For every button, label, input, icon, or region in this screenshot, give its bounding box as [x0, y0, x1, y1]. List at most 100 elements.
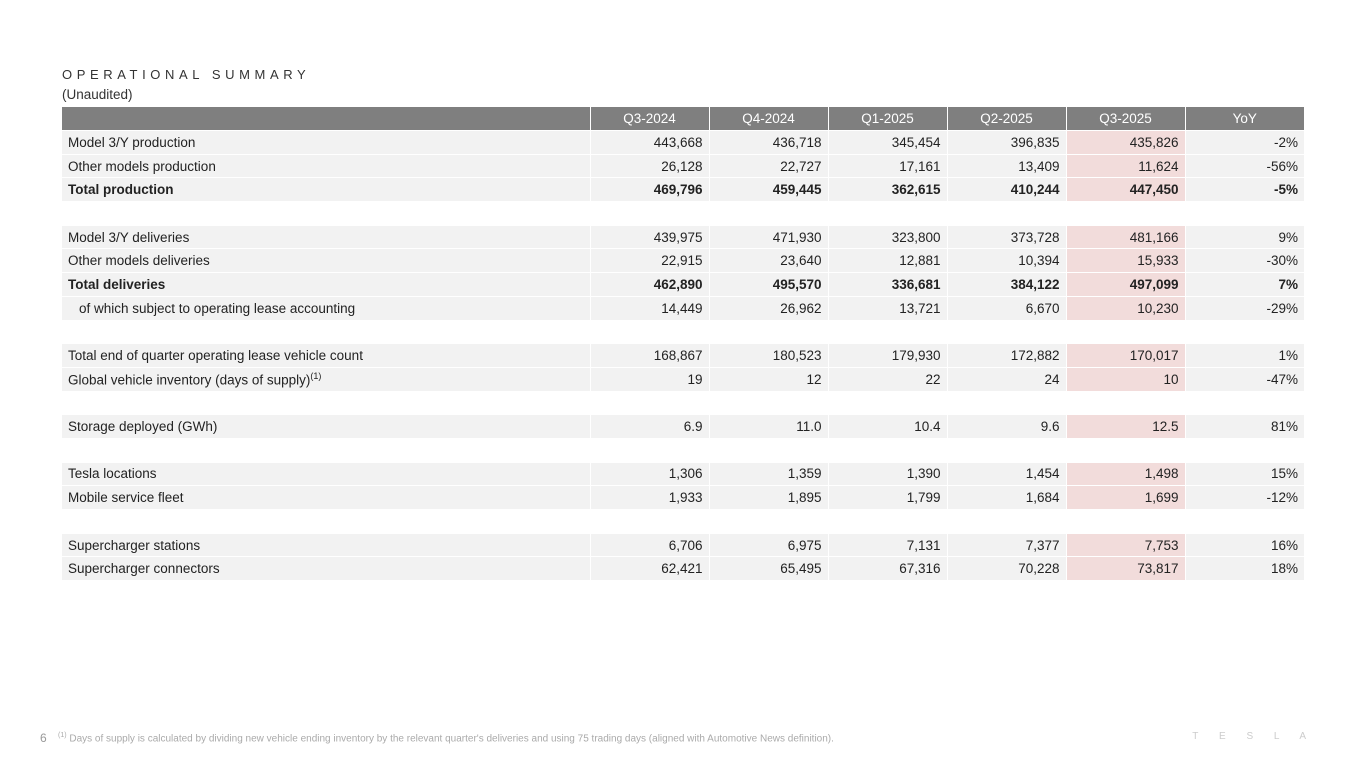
- page-number: 6: [40, 731, 47, 745]
- spacer-row: [62, 437, 1304, 463]
- value-cell: 11.0: [708, 414, 828, 439]
- value-cell: 1,306: [589, 461, 709, 486]
- row-label-text: Mobile service fleet: [68, 490, 184, 506]
- value-cell: -47%: [1184, 366, 1304, 392]
- value-cell: 23,640: [708, 248, 828, 273]
- value-cell: 410,244: [946, 177, 1066, 202]
- value-cell: 22,727: [708, 153, 828, 178]
- table-row: Total end of quarter operating lease veh…: [62, 343, 1304, 368]
- value-cell: 1,933: [589, 485, 709, 510]
- value-cell: 336,681: [827, 272, 947, 297]
- value-cell: 11,624: [1065, 153, 1185, 178]
- value-cell: 15,933: [1065, 248, 1185, 273]
- header-cell-empty: [62, 107, 590, 131]
- page-subtitle: (Unaudited): [62, 87, 133, 102]
- row-label: Storage deployed (GWh): [62, 414, 590, 439]
- tesla-logo: T E S L A: [1192, 731, 1315, 742]
- value-cell: 469,796: [589, 177, 709, 202]
- value-cell: 73,817: [1065, 556, 1185, 581]
- value-cell: 180,523: [708, 343, 828, 368]
- value-cell: 6,670: [946, 295, 1066, 320]
- table-row: Supercharger stations 6,706 6,975 7,131 7,37…: [62, 532, 1304, 557]
- value-cell: 67,316: [827, 556, 947, 581]
- value-cell: 18%: [1184, 556, 1304, 581]
- table-row: Other models production 26,128 22,727 17,16…: [62, 153, 1304, 178]
- value-cell: 481,166: [1065, 224, 1185, 249]
- value-cell: 7%: [1184, 272, 1304, 297]
- value-cell: 1,498: [1065, 461, 1185, 486]
- spacer-row: [62, 201, 1304, 226]
- footnote: (1) Days of supply is calculated by divi…: [58, 732, 834, 744]
- value-cell: -29%: [1184, 295, 1304, 320]
- value-cell: 447,450: [1065, 177, 1185, 202]
- table-row: Total deliveries 462,890 495,570 336,681 384…: [62, 272, 1304, 297]
- value-cell: 10,230: [1065, 295, 1185, 320]
- value-cell: 22,915: [589, 248, 709, 273]
- row-label: Mobile service fleet: [62, 485, 590, 510]
- column-header: Q3-2025: [1065, 107, 1185, 131]
- footnote-mark: (1): [58, 732, 67, 739]
- value-cell: 22: [827, 366, 947, 392]
- row-label: Tesla locations: [62, 461, 590, 486]
- column-header: YoY: [1184, 107, 1304, 131]
- page-title: OPERATIONAL SUMMARY: [62, 67, 311, 82]
- row-label-text: Model 3/Y production: [68, 134, 196, 150]
- table-row: Other models deliveries 22,915 23,640 12,88…: [62, 248, 1304, 273]
- table-row: Supercharger connectors 62,421 65,495 67,31…: [62, 556, 1304, 581]
- value-cell: 13,409: [946, 153, 1066, 178]
- row-label-text: Tesla locations: [68, 466, 157, 482]
- footnote-reference: (1): [310, 370, 322, 381]
- value-cell: 9.6: [946, 414, 1066, 439]
- value-cell: 170,017: [1065, 343, 1185, 368]
- value-cell: 9%: [1184, 224, 1304, 249]
- value-cell: 495,570: [708, 272, 828, 297]
- table-row: Mobile service fleet 1,933 1,895 1,799 1,684…: [62, 485, 1304, 510]
- value-cell: 6.9: [589, 414, 709, 439]
- operational-summary-table: Q3-2024 Q4-2024 Q1-2025 Q2-2025 Q3-2025 YoY M…: [62, 107, 1304, 581]
- value-cell: 65,495: [708, 556, 828, 581]
- value-cell: 17,161: [827, 153, 947, 178]
- value-cell: 12: [708, 366, 828, 392]
- value-cell: -12%: [1184, 485, 1304, 510]
- value-cell: 179,930: [827, 343, 947, 368]
- row-label: Other models deliveries: [62, 248, 590, 273]
- row-label-text: Supercharger connectors: [68, 561, 220, 577]
- value-cell: 10,394: [946, 248, 1066, 273]
- value-cell: 7,131: [827, 532, 947, 557]
- value-cell: 345,454: [827, 130, 947, 155]
- value-cell: 7,753: [1065, 532, 1185, 557]
- spacer-row: [62, 390, 1304, 415]
- spacer-cell: [62, 201, 1304, 226]
- spacer-cell: [62, 390, 1304, 415]
- table-header-row: Q3-2024 Q4-2024 Q1-2025 Q2-2025 Q3-2025 YoY: [62, 107, 1304, 131]
- row-label-text: Other models deliveries: [68, 253, 210, 269]
- value-cell: 7,377: [946, 532, 1066, 557]
- spacer-cell: [62, 319, 1304, 344]
- column-header: Q1-2025: [827, 107, 947, 131]
- footnote-text: Days of supply is calculated by dividing…: [69, 733, 834, 745]
- value-cell: 62,421: [589, 556, 709, 581]
- column-header: Q3-2024: [589, 107, 709, 131]
- value-cell: 1,684: [946, 485, 1066, 510]
- value-cell: 70,228: [946, 556, 1066, 581]
- value-cell: 384,122: [946, 272, 1066, 297]
- value-cell: -5%: [1184, 177, 1304, 202]
- row-label-text: Global vehicle inventory (days of supply…: [68, 372, 311, 388]
- value-cell: 172,882: [946, 343, 1066, 368]
- table-row: of which subject to operating lease acco…: [62, 295, 1304, 320]
- row-label: Total deliveries: [62, 272, 590, 297]
- row-label: Supercharger connectors: [62, 556, 590, 581]
- row-label-text: Other models production: [68, 158, 216, 174]
- value-cell: 19: [589, 366, 709, 392]
- value-cell: 436,718: [708, 130, 828, 155]
- row-label-text: Total deliveries: [68, 276, 166, 292]
- value-cell: 459,445: [708, 177, 828, 202]
- value-cell: 16%: [1184, 532, 1304, 557]
- value-cell: 6,975: [708, 532, 828, 557]
- value-cell: 13,721: [827, 295, 947, 320]
- value-cell: 15%: [1184, 461, 1304, 486]
- value-cell: 81%: [1184, 414, 1304, 439]
- row-label: Total production: [62, 177, 590, 202]
- value-cell: 26,962: [708, 295, 828, 320]
- value-cell: 443,668: [589, 130, 709, 155]
